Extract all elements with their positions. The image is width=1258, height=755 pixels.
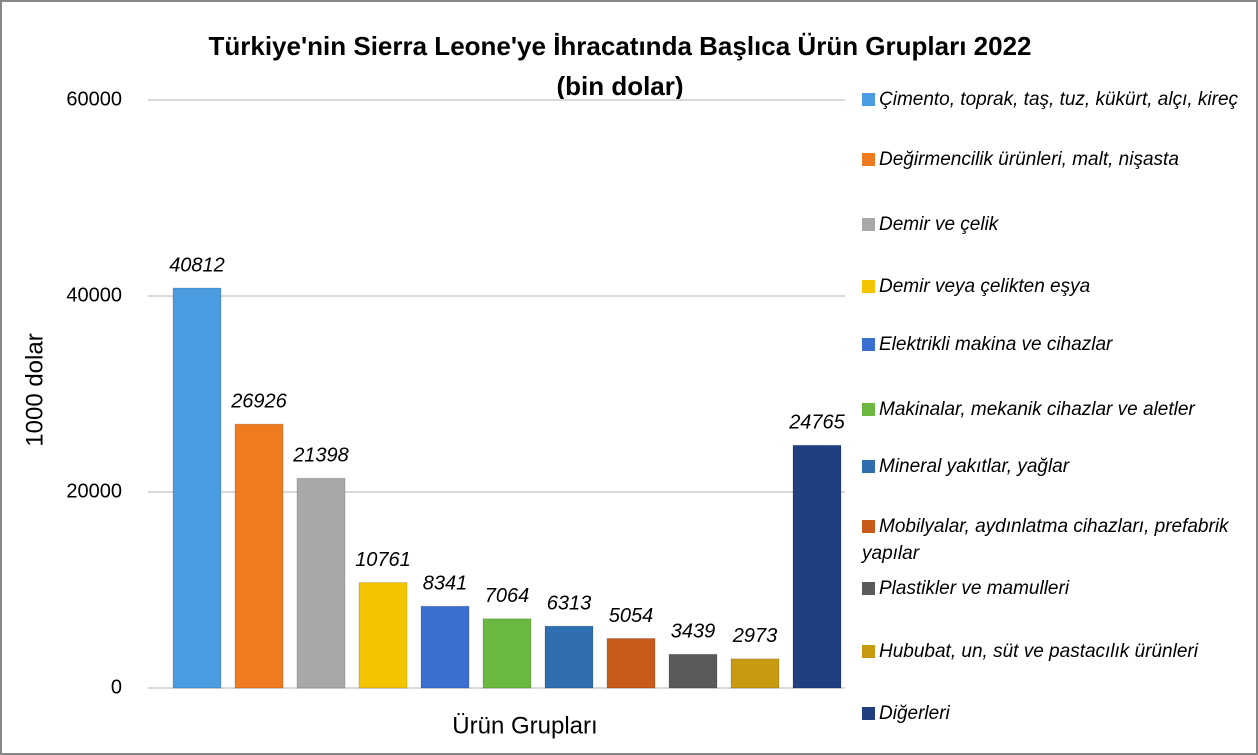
value-label: 7064 xyxy=(485,585,530,607)
legend-swatch xyxy=(862,582,875,595)
legend-swatch xyxy=(862,153,875,166)
y-tick-label: 0 xyxy=(111,676,122,698)
legend-swatch xyxy=(862,218,875,231)
value-label: 24765 xyxy=(788,412,845,434)
legend-item: Makinalar, mekanik cihazlar ve aletler xyxy=(862,396,1247,423)
legend-item: Demir veya çelikten eşya xyxy=(862,273,1247,300)
legend-item: Elektrikli makina ve cihazlar xyxy=(862,331,1247,358)
x-axis-title: Ürün Grupları xyxy=(452,712,597,739)
legend-swatch xyxy=(862,93,875,106)
y-tick-label: 40000 xyxy=(66,284,122,306)
y-tick-label: 20000 xyxy=(66,480,122,502)
legend-label: Mobilyalar, aydınlatma cihazları, prefab… xyxy=(862,516,1229,564)
value-label: 6313 xyxy=(547,592,592,614)
legend-item: Hububat, un, süt ve pastacılık ürünleri xyxy=(862,638,1247,665)
legend-label: Hububat, un, süt ve pastacılık ürünleri xyxy=(879,641,1198,662)
legend-swatch xyxy=(862,280,875,293)
value-label: 5054 xyxy=(609,605,654,627)
y-axis-title: 1000 dolar xyxy=(21,333,48,446)
legend-label: Makinalar, mekanik cihazlar ve aletler xyxy=(879,399,1195,420)
legend-label: Demir ve çelik xyxy=(879,214,999,235)
legend-label: Plastikler ve mamulleri xyxy=(879,578,1070,599)
legend-swatch xyxy=(862,338,875,351)
bar xyxy=(482,618,532,689)
y-tick-label: 60000 xyxy=(66,88,122,110)
bar xyxy=(234,423,284,689)
legend-item: Mobilyalar, aydınlatma cihazları, prefab… xyxy=(862,513,1247,567)
legend-swatch xyxy=(862,707,875,720)
legend-swatch xyxy=(862,520,875,533)
value-label: 3439 xyxy=(671,621,716,643)
legend-label: Diğerleri xyxy=(879,703,950,724)
legend-swatch xyxy=(862,403,875,416)
bar xyxy=(730,658,780,689)
bar xyxy=(792,444,842,689)
legend-label: Elektrikli makina ve cihazlar xyxy=(879,334,1113,355)
chart-title: Türkiye'nin Sierra Leone'ye İhracatında … xyxy=(208,31,1031,61)
bar xyxy=(606,637,656,689)
bar xyxy=(358,582,408,689)
legend-label: Çimento, toprak, taş, tuz, kükürt, alçı,… xyxy=(879,89,1239,110)
legend-item: Demir ve çelik xyxy=(862,211,1247,238)
value-label: 2973 xyxy=(732,625,778,647)
legend-item: Çimento, toprak, taş, tuz, kükürt, alçı,… xyxy=(862,86,1247,113)
bar xyxy=(668,653,718,689)
value-label: 21398 xyxy=(292,445,349,467)
legend-label: Mineral yakıtlar, yağlar xyxy=(879,456,1070,477)
bar xyxy=(296,477,346,689)
legend-item: Diğerleri xyxy=(862,700,1247,727)
legend-item: Değirmencilik ürünleri, malt, nişasta xyxy=(862,146,1247,173)
chart-subtitle: (bin dolar) xyxy=(556,71,683,101)
bar xyxy=(420,605,470,689)
legend-swatch xyxy=(862,460,875,473)
value-label: 10761 xyxy=(355,549,411,571)
bar xyxy=(172,287,222,689)
legend-label: Değirmencilik ürünleri, malt, nişasta xyxy=(879,149,1179,170)
bar xyxy=(544,625,594,689)
legend-swatch xyxy=(862,645,875,658)
legend-label: Demir veya çelikten eşya xyxy=(879,276,1091,297)
value-label: 26926 xyxy=(230,390,287,412)
value-label: 8341 xyxy=(423,573,468,595)
legend-item: Plastikler ve mamulleri xyxy=(862,575,1247,602)
value-label: 40812 xyxy=(169,254,225,276)
legend-item: Mineral yakıtlar, yağlar xyxy=(862,453,1247,480)
